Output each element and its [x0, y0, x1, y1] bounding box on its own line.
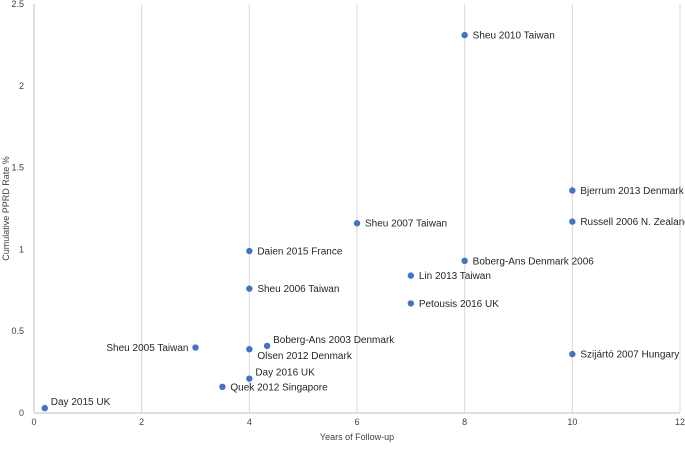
- data-point: [569, 350, 576, 358]
- point-label: Russell 2006 N. Zealand: [580, 217, 685, 228]
- gridlines: [141, 4, 681, 413]
- x-tick-label: 0: [31, 417, 36, 427]
- point-label: Lin 2013 Taiwan: [419, 271, 491, 282]
- point-label: Day 2015 UK: [51, 397, 111, 408]
- data-point: [41, 404, 48, 412]
- point-label: Petousis 2016 UK: [419, 299, 499, 310]
- data-point: [569, 187, 576, 194]
- point-label: Olsen 2012 Denmark: [257, 351, 352, 362]
- y-axis-title: Cumulative PPRD Rate %: [1, 156, 11, 261]
- x-tick-label: 2: [139, 417, 144, 427]
- point-label: Szijártó 2007 Hungary: [580, 350, 679, 361]
- y-tick-label: 0.5: [11, 326, 24, 336]
- y-tick-labels: 0 0.5 1 1.5 2 2.5: [11, 0, 24, 418]
- x-tick-label: 12: [675, 417, 685, 427]
- y-tick-label: 1.5: [11, 163, 24, 173]
- x-axis-title: Years of Follow-up: [320, 432, 394, 442]
- point-label: Boberg-Ans 2003 Denmark: [273, 335, 395, 346]
- point-label: Sheu 2010 Taiwan: [473, 31, 555, 42]
- data-point: [461, 31, 468, 39]
- data-point: [353, 220, 361, 227]
- data-point: [263, 342, 271, 350]
- y-tick-label: 2: [19, 81, 24, 91]
- point-label: Daien 2015 France: [257, 247, 342, 258]
- data-point: [407, 272, 415, 279]
- point-label: Sheu 2007 Taiwan: [365, 219, 447, 230]
- axes: [33, 4, 680, 414]
- y-tick-label: 0: [19, 408, 24, 418]
- point-label: Day 2016 UK: [255, 368, 315, 379]
- point-labels: Sheu 2010 Taiwan Bjerrum 2013 Denmark Russ…: [51, 31, 685, 409]
- x-tick-label: 4: [247, 417, 252, 427]
- data-point: [246, 345, 253, 353]
- data-point: [246, 375, 253, 382]
- data-point: [246, 247, 253, 255]
- data-points: [41, 31, 576, 412]
- data-point: [219, 383, 226, 391]
- data-point: [461, 257, 468, 265]
- data-point: [246, 285, 253, 292]
- x-tick-label: 8: [462, 417, 467, 427]
- x-tick-label: 10: [567, 417, 577, 427]
- x-tick-labels: 0 2 4 6 8 10 12: [31, 417, 685, 427]
- y-tick-label: 1: [19, 244, 24, 254]
- x-tick-label: 6: [354, 417, 359, 427]
- point-label: Boberg-Ans Denmark 2006: [473, 256, 595, 267]
- point-label: Sheu 2006 Taiwan: [257, 284, 339, 295]
- data-point: [407, 300, 415, 307]
- point-label: Bjerrum 2013 Denmark: [580, 186, 684, 197]
- point-label: Quek 2012 Singapore: [230, 382, 328, 393]
- point-label: Sheu 2005 Taiwan: [106, 343, 188, 354]
- data-point: [569, 218, 576, 225]
- y-tick-label: 2.5: [11, 0, 24, 9]
- data-point: [192, 344, 199, 351]
